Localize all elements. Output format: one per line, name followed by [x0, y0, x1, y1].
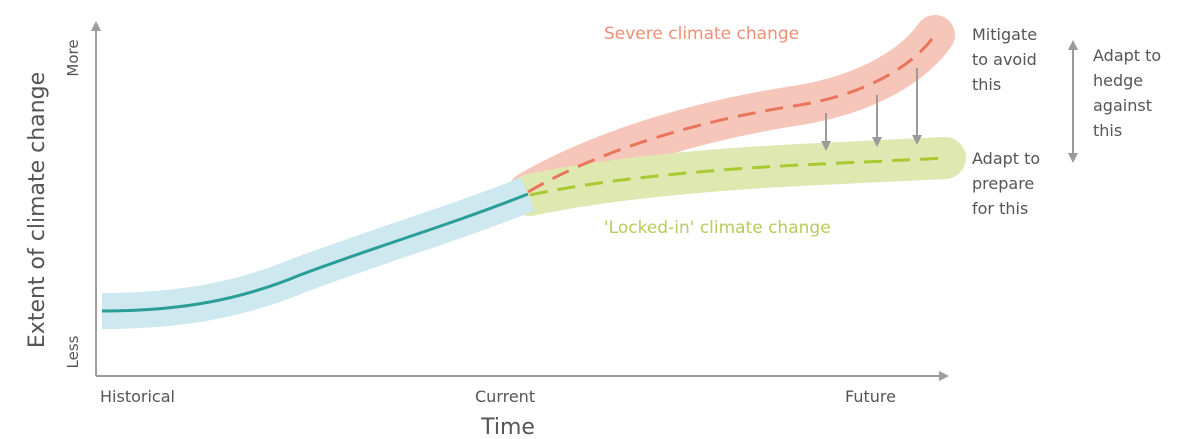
- adapt-hedge-note: Adapt to hedge against this: [1093, 46, 1166, 140]
- locked-in-scenario-line: [529, 156, 946, 197]
- adapt-hedge-note-line: this: [1093, 121, 1122, 140]
- adapt-prepare-note-line: Adapt to: [972, 149, 1040, 168]
- historical-trend-line: [101, 192, 529, 313]
- x-tick-label: Future: [845, 387, 896, 406]
- x-tick-label: Current: [475, 387, 535, 406]
- severe-scenario-label: Severe climate change: [604, 24, 799, 44]
- y-axis-label: Extent of climate change: [25, 72, 50, 348]
- mitigate-note-line: this: [972, 75, 1001, 94]
- locked-in-scenario-band: [509, 137, 966, 216]
- adapt-hedge-note-line: against: [1093, 96, 1152, 115]
- x-axis-label: Time: [480, 415, 535, 439]
- adapt-prepare-note-line: for this: [972, 199, 1028, 218]
- historical-trend-band: [101, 177, 535, 329]
- severe-scenario-line: [527, 34, 937, 194]
- locked-in-scenario-label: 'Locked-in' climate change: [604, 218, 831, 238]
- y-axis-bottom-label: Less: [64, 335, 82, 368]
- y-axis-top-label: More: [64, 39, 82, 76]
- adapt-prepare-note-line: prepare: [972, 174, 1034, 193]
- adapt-hedge-note-line: Adapt to: [1093, 46, 1161, 65]
- adapt-hedge-note-line: hedge: [1093, 71, 1143, 90]
- x-tick-label: Historical: [100, 387, 175, 406]
- mitigate-note-line: to avoid: [972, 50, 1037, 69]
- mitigate-note-line: Mitigate: [972, 25, 1037, 44]
- adapt-prepare-note: Adapt to prepare for this: [972, 149, 1045, 218]
- mitigate-note: Mitigate to avoid this: [972, 25, 1042, 94]
